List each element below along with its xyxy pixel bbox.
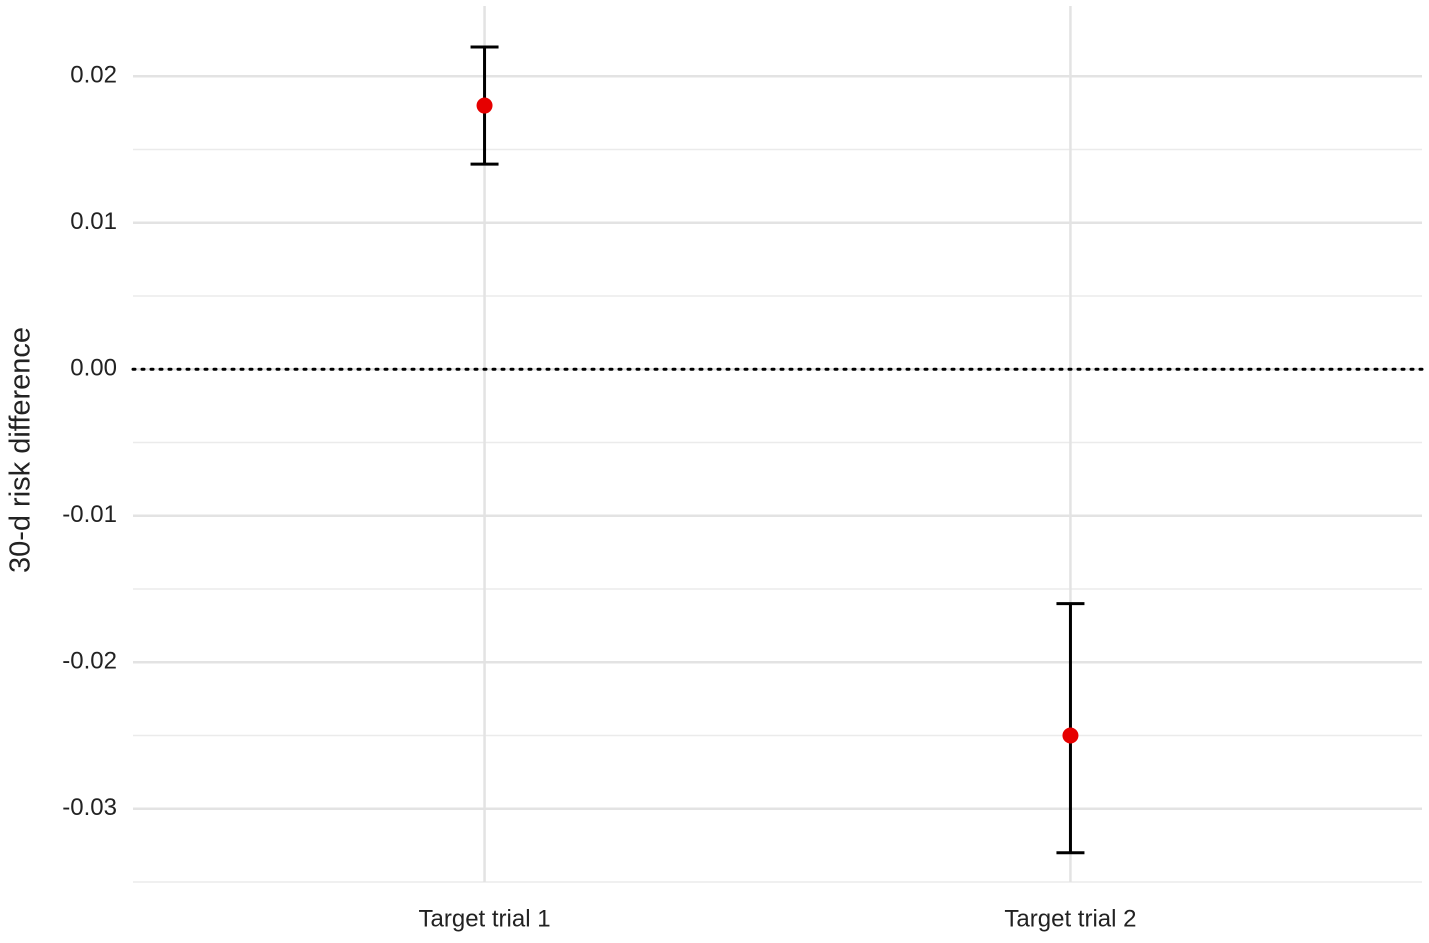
point — [1062, 727, 1079, 744]
y-tick-label: -0.02 — [62, 648, 117, 675]
y-tick-label: -0.03 — [62, 794, 117, 821]
x-tick-label: Target trial 2 — [1004, 905, 1136, 932]
y-tick-label: 0.01 — [70, 208, 117, 235]
y-tick-label: 0.00 — [70, 355, 117, 382]
y-axis-label: 30-d risk difference — [5, 327, 37, 573]
x-tick-label: Target trial 1 — [419, 905, 551, 932]
point — [476, 97, 493, 114]
y-tick-label: -0.01 — [62, 501, 117, 528]
y-tick-label: 0.02 — [70, 62, 117, 89]
